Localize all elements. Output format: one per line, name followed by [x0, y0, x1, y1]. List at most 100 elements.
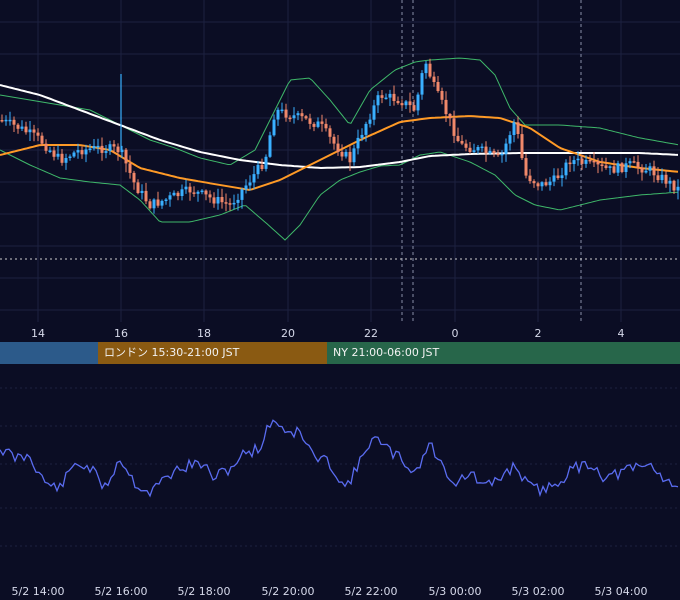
candle-body [288, 117, 292, 120]
candle-body [72, 152, 76, 157]
candle-body [180, 189, 184, 196]
candle-body [448, 114, 452, 119]
candle-body [568, 162, 572, 165]
candle-body [88, 148, 92, 150]
candle-body [668, 180, 672, 184]
candle-body [148, 201, 152, 209]
top-axis-label: 14 [31, 327, 45, 340]
candle-body [428, 63, 432, 77]
candle-body [268, 135, 272, 157]
candle-body [380, 95, 384, 98]
candle-body [272, 119, 276, 136]
candle-body [252, 174, 256, 183]
candle-body [264, 156, 268, 169]
top-time-axis: 14 16 18 20 22 0 2 4 [31, 327, 625, 340]
candle-body [388, 93, 392, 98]
candle-body [28, 129, 32, 133]
candle-body [604, 165, 608, 168]
candle-body [544, 182, 548, 186]
candle-body [608, 166, 612, 168]
candle-body [4, 119, 8, 122]
candle-body [12, 119, 16, 125]
candle-body [96, 145, 100, 148]
bollinger-lower-band [0, 149, 679, 241]
candle-body [224, 202, 228, 204]
top-axis-label: 22 [364, 327, 378, 340]
candle-body [560, 175, 564, 178]
candle-body [0, 120, 4, 122]
candle-body [512, 122, 516, 135]
candle-body [344, 151, 348, 157]
candle-body [500, 153, 504, 156]
candle-body [368, 119, 372, 124]
candle-body [616, 163, 620, 173]
candle-body [592, 160, 596, 163]
candle-body [440, 91, 444, 100]
candle-body [436, 82, 440, 91]
candle-body [304, 116, 308, 119]
candle-body [140, 190, 144, 193]
candle-body [244, 185, 248, 190]
candle-body [676, 186, 680, 191]
candle-body [80, 150, 84, 155]
candle-body [128, 163, 132, 173]
candle-body [20, 126, 24, 129]
session-tokyo [0, 342, 98, 364]
bottom-axis-label: 5/2 16:00 [95, 585, 148, 598]
top-axis-label: 18 [197, 327, 211, 340]
price-grid-vertical [37, 0, 622, 322]
candle-body [212, 197, 216, 204]
candle-body [552, 175, 556, 182]
candle-body [508, 135, 512, 144]
top-axis-label: 4 [618, 327, 625, 340]
candle-body [612, 166, 616, 173]
candle-body [64, 158, 68, 163]
candle-body [328, 128, 332, 137]
candle-body [192, 192, 196, 194]
candle-body [648, 166, 652, 171]
candle-body [320, 121, 324, 124]
candle-body [660, 174, 664, 181]
candle-body [444, 99, 448, 115]
candle-body [124, 149, 128, 164]
candle-body [356, 137, 360, 149]
candle-body [492, 150, 496, 154]
candle-body [232, 202, 236, 205]
candle-body [376, 95, 380, 106]
candle-body [576, 158, 580, 161]
candle-body [144, 190, 148, 202]
candle-body [656, 175, 660, 181]
candle-body [556, 175, 560, 178]
candle-body [108, 144, 112, 151]
candle-body [392, 93, 396, 101]
candle-body [584, 159, 588, 164]
candle-body [200, 190, 204, 193]
candle-body [628, 161, 632, 164]
candle-body [276, 109, 280, 120]
price-chart[interactable] [0, 0, 680, 322]
candle-body [524, 158, 528, 176]
candle-body [156, 199, 160, 206]
candle-body [360, 134, 364, 138]
candle-body [472, 150, 476, 152]
candle-body [204, 190, 208, 195]
candle-body [636, 161, 640, 168]
candle-body [56, 153, 60, 157]
candle-body [652, 166, 656, 176]
candle-body [456, 135, 460, 141]
candle-body [396, 101, 400, 104]
candle-body [228, 203, 232, 205]
session-markers [401, 0, 582, 322]
bottom-axis-label: 5/3 04:00 [595, 585, 648, 598]
candle-body [564, 162, 568, 176]
candle-body [92, 146, 96, 149]
candle-body [216, 197, 220, 204]
candle-body [136, 182, 140, 193]
candle-body [104, 151, 108, 153]
oscillator-chart[interactable] [0, 368, 680, 580]
candle-body [312, 123, 316, 127]
candle-body [580, 158, 584, 164]
pane-divider[interactable] [0, 364, 680, 368]
candle-body [672, 180, 676, 191]
candle-body [632, 161, 636, 163]
